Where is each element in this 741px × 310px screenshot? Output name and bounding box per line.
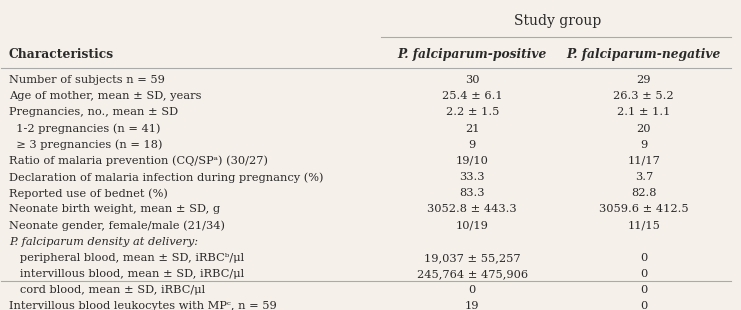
Text: Characteristics: Characteristics bbox=[9, 48, 114, 61]
Text: 2.1 ± 1.1: 2.1 ± 1.1 bbox=[617, 107, 671, 117]
Text: 11/15: 11/15 bbox=[628, 220, 660, 230]
Text: 19/10: 19/10 bbox=[456, 156, 488, 166]
Text: 0: 0 bbox=[640, 285, 648, 295]
Text: Number of subjects n = 59: Number of subjects n = 59 bbox=[9, 75, 165, 85]
Text: 0: 0 bbox=[640, 301, 648, 310]
Text: P. falciparum density at delivery:: P. falciparum density at delivery: bbox=[9, 237, 198, 246]
Text: 0: 0 bbox=[640, 269, 648, 279]
Text: 19,037 ± 55,257: 19,037 ± 55,257 bbox=[424, 253, 521, 263]
Text: 30: 30 bbox=[465, 75, 479, 85]
Text: 2.2 ± 1.5: 2.2 ± 1.5 bbox=[445, 107, 499, 117]
Text: 0: 0 bbox=[468, 285, 476, 295]
Text: 3059.6 ± 412.5: 3059.6 ± 412.5 bbox=[599, 204, 688, 214]
Text: 9: 9 bbox=[468, 140, 476, 150]
Text: 33.3: 33.3 bbox=[459, 172, 485, 182]
Text: 21: 21 bbox=[465, 123, 479, 134]
Text: 19: 19 bbox=[465, 301, 479, 310]
Text: 20: 20 bbox=[637, 123, 651, 134]
Text: 10/19: 10/19 bbox=[456, 220, 488, 230]
Text: 83.3: 83.3 bbox=[459, 188, 485, 198]
Text: cord blood, mean ± SD, iRBC/μl: cord blood, mean ± SD, iRBC/μl bbox=[9, 285, 205, 295]
Text: 0: 0 bbox=[640, 253, 648, 263]
Text: 245,764 ± 475,906: 245,764 ± 475,906 bbox=[416, 269, 528, 279]
Text: peripheral blood, mean ± SD, iRBCᵇ/μl: peripheral blood, mean ± SD, iRBCᵇ/μl bbox=[9, 253, 244, 263]
Text: 26.3 ± 5.2: 26.3 ± 5.2 bbox=[614, 91, 674, 101]
Text: Age of mother, mean ± SD, years: Age of mother, mean ± SD, years bbox=[9, 91, 202, 101]
Text: 25.4 ± 6.1: 25.4 ± 6.1 bbox=[442, 91, 502, 101]
Text: Ratio of malaria prevention (CQ/SPᵃ) (30/27): Ratio of malaria prevention (CQ/SPᵃ) (30… bbox=[9, 156, 268, 166]
Text: Intervillous blood leukocytes with MPᶜ, n = 59: Intervillous blood leukocytes with MPᶜ, … bbox=[9, 301, 276, 310]
Text: P. falciparum-positive: P. falciparum-positive bbox=[398, 48, 547, 61]
Text: intervillous blood, mean ± SD, iRBC/μl: intervillous blood, mean ± SD, iRBC/μl bbox=[9, 269, 244, 279]
Text: 82.8: 82.8 bbox=[631, 188, 657, 198]
Text: Neonate birth weight, mean ± SD, g: Neonate birth weight, mean ± SD, g bbox=[9, 204, 220, 214]
Text: 3.7: 3.7 bbox=[635, 172, 653, 182]
Text: Neonate gender, female/male (21/34): Neonate gender, female/male (21/34) bbox=[9, 220, 225, 231]
Text: 29: 29 bbox=[637, 75, 651, 85]
Text: Declaration of malaria infection during pregnancy (%): Declaration of malaria infection during … bbox=[9, 172, 323, 183]
Text: P. falciparum-negative: P. falciparum-negative bbox=[567, 48, 721, 61]
Text: 9: 9 bbox=[640, 140, 648, 150]
Text: Pregnancies, no., mean ± SD: Pregnancies, no., mean ± SD bbox=[9, 107, 178, 117]
Text: 11/17: 11/17 bbox=[628, 156, 660, 166]
Text: Reported use of bednet (%): Reported use of bednet (%) bbox=[9, 188, 167, 199]
Text: 1-2 pregnancies (n = 41): 1-2 pregnancies (n = 41) bbox=[9, 123, 160, 134]
Text: 3052.8 ± 443.3: 3052.8 ± 443.3 bbox=[428, 204, 517, 214]
Text: ≥ 3 pregnancies (n = 18): ≥ 3 pregnancies (n = 18) bbox=[9, 140, 162, 150]
Text: Study group: Study group bbox=[514, 14, 602, 28]
